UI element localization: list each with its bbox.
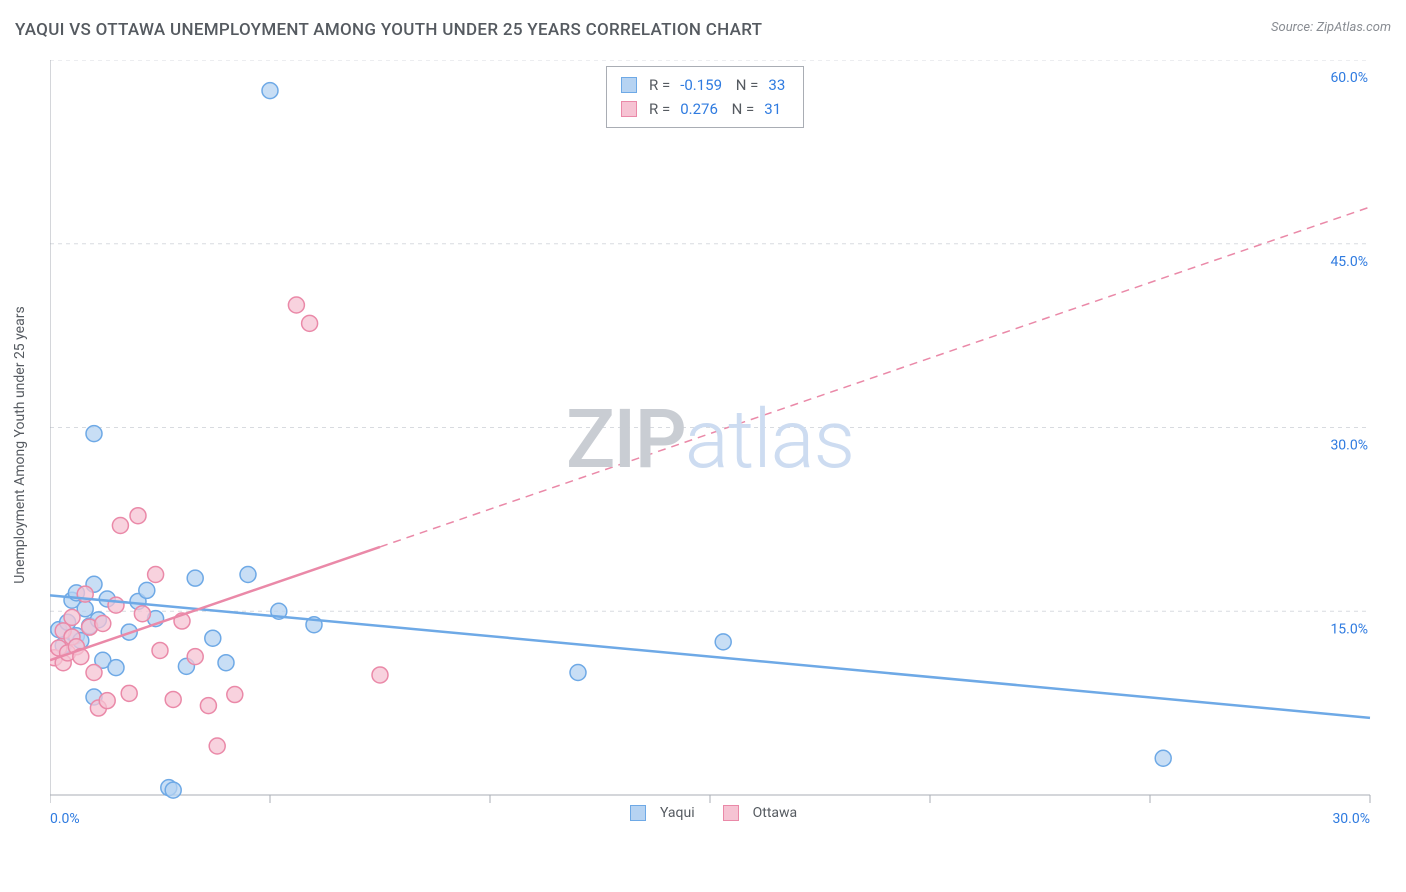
chart-header: YAQUI VS OTTAWA UNEMPLOYMENT AMONG YOUTH… [15,20,1391,40]
stat-r-label: R = [649,97,670,121]
legend-label: Ottawa [753,805,798,821]
stat-r-label: R = [649,73,670,97]
stat-r-value: 0.276 [680,97,718,121]
legend-item: Ottawa [723,805,798,821]
chart-title: YAQUI VS OTTAWA UNEMPLOYMENT AMONG YOUTH… [15,20,762,40]
swatch-icon [621,77,637,93]
source-prefix: Source: [1271,20,1316,35]
legend-label: Yaqui [660,805,695,821]
legend-item: Yaqui [630,805,695,821]
svg-text:45.0%: 45.0% [1330,254,1368,270]
stat-r-value: -0.159 [680,73,722,97]
stat-n-label: N = [728,97,754,121]
y-axis-label: Unemployment Among Youth under 25 years [12,306,28,583]
source-link[interactable]: ZipAtlas.com [1316,20,1391,35]
source-attribution: Source: ZipAtlas.com [1271,20,1391,35]
stat-n-value: 31 [764,97,781,121]
svg-text:30.0%: 30.0% [1330,438,1368,454]
scatter-plot-svg: 15.0% 30.0% 45.0% 60.0% 0.0% 30.0% [50,60,1406,840]
swatch-icon [723,805,739,821]
svg-text:30.0%: 30.0% [1332,811,1370,827]
chart-area: Unemployment Among Youth under 25 years … [50,60,1370,830]
swatch-icon [630,805,646,821]
stats-row: R = -0.159 N = 33 [621,73,789,97]
swatch-icon [621,101,637,117]
svg-text:15.0%: 15.0% [1330,621,1368,637]
stats-row: R = 0.276 N = 31 [621,97,789,121]
svg-text:0.0%: 0.0% [50,811,80,827]
correlation-stats-box: R = -0.159 N = 33R = 0.276 N = 31 [606,66,804,128]
svg-text:60.0%: 60.0% [1330,70,1368,86]
series-legend: Yaqui Ottawa [630,805,797,821]
stat-n-label: N = [732,73,758,97]
stat-n-value: 33 [768,73,785,97]
